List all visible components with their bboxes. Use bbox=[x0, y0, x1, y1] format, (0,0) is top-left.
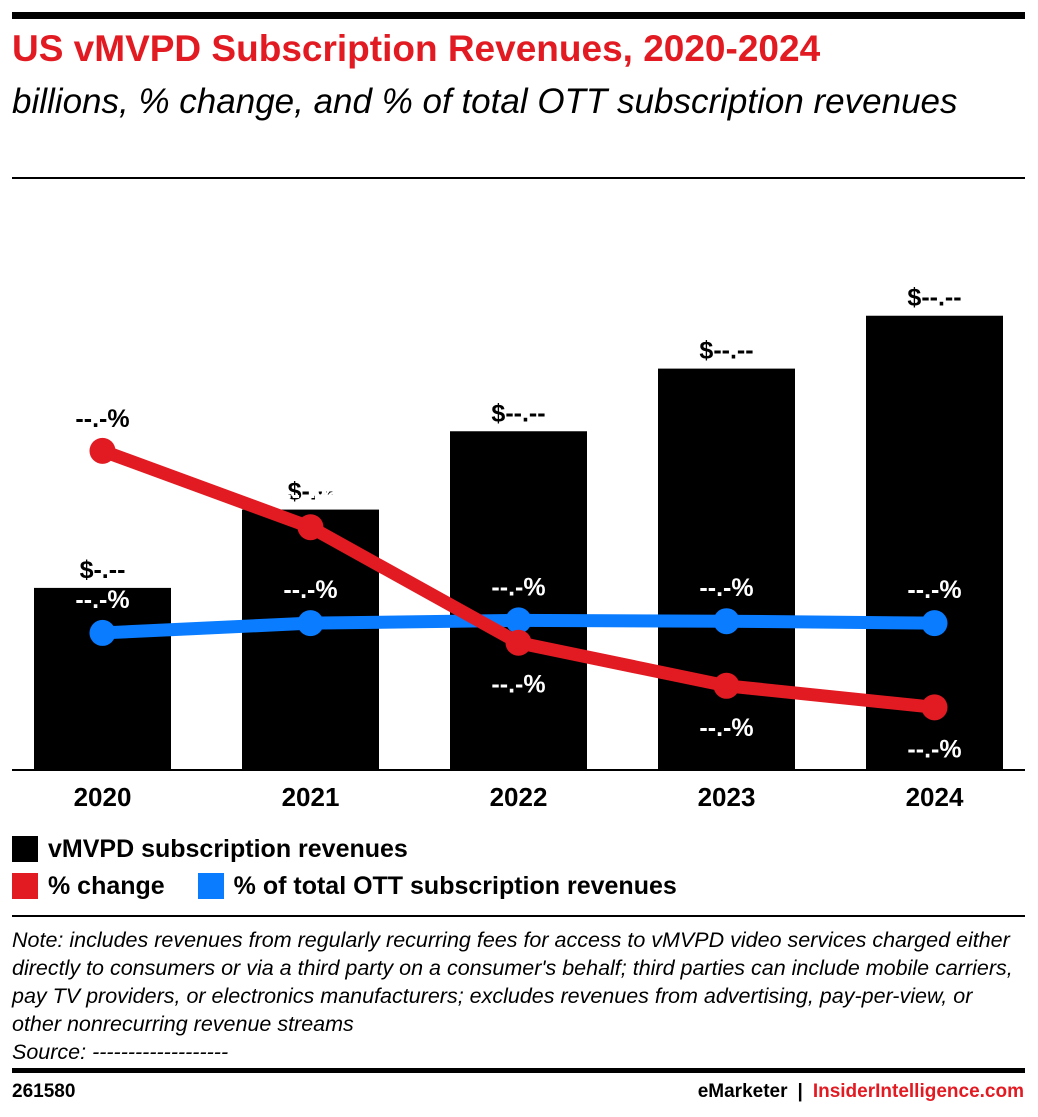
share-point-2022 bbox=[505, 607, 532, 634]
change-label-2021: --.-% bbox=[283, 481, 337, 509]
x-tick-2022: 2022 bbox=[490, 782, 548, 812]
legend-item-share: % of total OTT subscription revenues bbox=[197, 871, 677, 901]
chart-area: $-.-- $-.-- $--.-- $--.-- $--.-- --.-% --.-% --… bbox=[12, 284, 1025, 812]
share-label-2021: --.-% bbox=[283, 576, 337, 604]
chart-title: US vMVPD Subscription Revenues, 2020-202… bbox=[12, 28, 821, 69]
brand-emarketer: eMarketer bbox=[697, 1081, 788, 1102]
change-point-2021 bbox=[297, 514, 324, 541]
share-point-2024 bbox=[921, 610, 948, 637]
bottom-rule bbox=[12, 1068, 1025, 1073]
x-tick-2024: 2024 bbox=[906, 782, 964, 812]
footer-brand: eMarketer | InsiderIntelligence.com bbox=[698, 1081, 1024, 1103]
bar-label-2021: $-.-- bbox=[288, 478, 334, 506]
chart-id: 261580 bbox=[12, 1081, 76, 1102]
legend-label-share: % of total OTT subscription revenues bbox=[233, 872, 677, 900]
bar-2022 bbox=[450, 431, 587, 770]
change-label-2020: --.-% bbox=[75, 405, 129, 433]
change-point-2023 bbox=[713, 672, 740, 699]
bar-2023 bbox=[658, 368, 795, 770]
legend-label-change: % change bbox=[48, 872, 165, 900]
legend-swatch-share bbox=[197, 873, 224, 899]
legend-row-2: % change % of total OTT subscription rev… bbox=[12, 871, 703, 906]
share-point-2023 bbox=[713, 608, 740, 635]
legend-label-revenues: vMVPD subscription revenues bbox=[48, 835, 408, 863]
share-point-2021 bbox=[297, 610, 324, 637]
change-label-2023: --.-% bbox=[699, 714, 753, 742]
x-tick-2020: 2020 bbox=[74, 782, 132, 812]
bar-2020 bbox=[34, 587, 171, 770]
brand-separator: | bbox=[797, 1081, 803, 1102]
legend-item-change: % change bbox=[12, 871, 165, 901]
share-label-2023: --.-% bbox=[699, 574, 753, 602]
share-label-2020: --.-% bbox=[75, 586, 129, 614]
legend-swatch-revenues bbox=[12, 836, 38, 862]
bar-label-2024: $--.-- bbox=[907, 284, 961, 312]
change-point-2022 bbox=[505, 629, 532, 656]
top-rule bbox=[12, 12, 1025, 19]
legend-swatch-change bbox=[12, 873, 38, 899]
bar-label-2023: $--.-- bbox=[699, 337, 753, 365]
note-text: Note: includes revenues from regularly r… bbox=[12, 928, 1013, 1036]
bar-label-2020: $-.-- bbox=[80, 556, 126, 584]
chart-note: Note: includes revenues from regularly r… bbox=[12, 926, 1025, 1066]
change-point-2020 bbox=[89, 437, 116, 464]
source-text: Source: ------------------- bbox=[12, 1040, 229, 1064]
legend-item-revenues: vMVPD subscription revenues bbox=[12, 834, 408, 864]
chart-subtitle: billions, % change, and % of total OTT s… bbox=[12, 82, 958, 121]
change-label-2024: --.-% bbox=[907, 735, 961, 763]
change-label-2022: --.-% bbox=[491, 671, 545, 699]
share-point-2020 bbox=[89, 619, 116, 646]
bar-label-2022: $--.-- bbox=[491, 399, 545, 427]
change-point-2024 bbox=[921, 694, 948, 721]
bar-2024 bbox=[866, 315, 1003, 770]
x-tick-2021: 2021 bbox=[282, 782, 340, 812]
header-divider bbox=[12, 177, 1025, 179]
share-label-2024: --.-% bbox=[907, 576, 961, 604]
x-tick-2023: 2023 bbox=[698, 782, 756, 812]
brand-insider-intelligence: InsiderIntelligence.com bbox=[812, 1081, 1024, 1102]
share-label-2022: --.-% bbox=[491, 573, 545, 601]
legend-row-1: vMVPD subscription revenues bbox=[12, 834, 434, 869]
note-divider bbox=[12, 915, 1025, 917]
